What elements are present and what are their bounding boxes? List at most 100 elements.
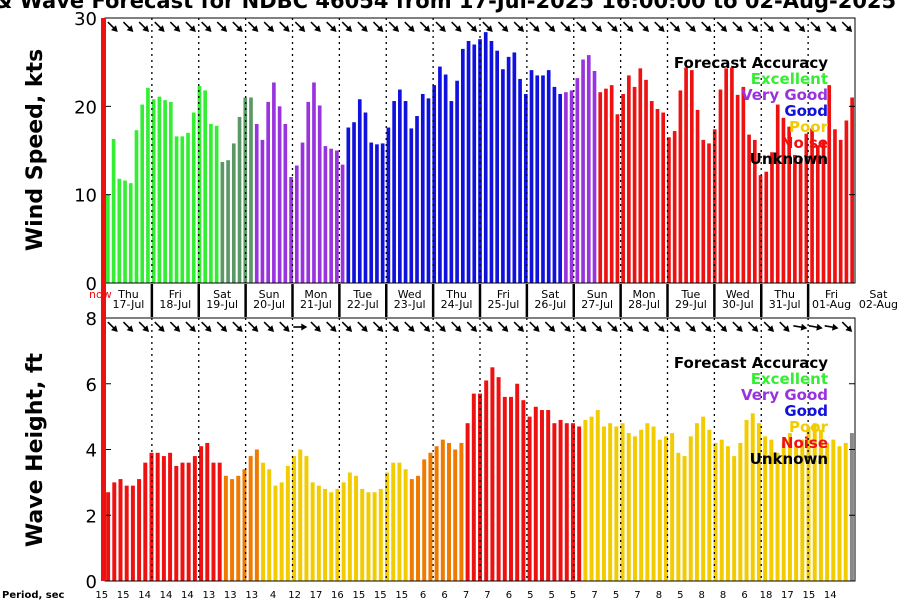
wind-bar <box>323 146 328 283</box>
wave-direction-arrow <box>466 321 478 332</box>
wind-bar <box>197 86 202 284</box>
arrow-head <box>251 325 259 332</box>
wave-bar <box>484 380 489 581</box>
wave-direction-arrow <box>138 321 150 332</box>
wave-bar <box>155 452 160 581</box>
wind-bar <box>844 120 849 283</box>
wave-bar <box>589 416 594 582</box>
day-name-label: Mon <box>632 288 655 301</box>
arrow-head <box>829 25 837 32</box>
arrow-head <box>831 323 839 331</box>
wave-bar <box>205 442 210 581</box>
wind-direction-arrow <box>701 21 712 32</box>
wave-bar <box>347 472 352 581</box>
wave-bar <box>360 488 365 581</box>
arrow-head <box>439 25 446 32</box>
wave-y-tick-label: 0 <box>86 572 97 593</box>
wind-bar <box>294 165 299 283</box>
day-date-label: 17-Jul <box>113 298 145 311</box>
wave-bar <box>217 462 222 581</box>
arrow-head <box>720 325 728 332</box>
arrow-head <box>767 325 775 332</box>
wave-direction-arrows <box>107 321 853 332</box>
arrow-head <box>439 325 446 332</box>
arrow-head <box>204 25 212 32</box>
wave-bar <box>496 377 501 581</box>
wind-direction-arrow <box>779 21 790 32</box>
period-value: 17 <box>781 590 794 600</box>
wave-direction-arrow <box>154 321 165 332</box>
wind-direction-arrow <box>747 21 759 32</box>
arrow-head <box>454 25 462 32</box>
wave-direction-arrow <box>701 321 712 332</box>
wave-bar <box>564 423 569 581</box>
wave-direction-arrow <box>247 321 259 332</box>
wave-panel: 0 2 4 6 8 Wave Height, ft Forecast AccuracyE… <box>23 309 856 593</box>
period-value: 6 <box>420 590 426 600</box>
arrow-head <box>814 25 821 32</box>
arrow-head <box>532 325 540 332</box>
period-value: 7 <box>463 590 469 600</box>
wave-bar <box>143 462 148 581</box>
wind-bar <box>375 144 379 283</box>
wind-direction-arrow <box>560 21 571 32</box>
wind-direction-arrow <box>841 21 853 32</box>
wave-bar <box>515 383 520 581</box>
wave-bar <box>601 426 606 581</box>
arrow-head <box>486 25 493 32</box>
wind-bar <box>564 92 568 283</box>
wind-bar <box>523 93 528 283</box>
wave-direction-arrow <box>622 321 634 332</box>
period-value: 14 <box>138 590 151 600</box>
wave-bar <box>465 423 470 581</box>
wave-bar <box>546 410 551 581</box>
wave-bar <box>732 456 737 581</box>
wave-bar <box>812 423 817 581</box>
arrow-head <box>423 325 431 332</box>
period-row: Period, sec 15 15 14 14 14 13 13 13 4 12 17 16 15 15 1… <box>2 590 837 600</box>
arrow-head <box>548 25 556 32</box>
wave-bar <box>397 462 402 581</box>
arrow-head <box>782 325 790 332</box>
wind-bar <box>793 154 797 283</box>
wave-bar <box>763 436 768 581</box>
wind-y-ticks: 0 10 20 30 <box>74 9 855 295</box>
period-value: 14 <box>824 590 837 600</box>
day-name-label: Sun <box>587 288 608 301</box>
period-value: 13 <box>224 590 237 600</box>
wind-bar <box>621 93 625 283</box>
arrow-head <box>173 325 181 332</box>
wave-direction-arrow <box>482 321 493 332</box>
wind-bar <box>403 101 408 283</box>
wave-bar <box>645 423 650 581</box>
arrow-head <box>142 325 150 332</box>
wave-bar <box>794 446 799 581</box>
wave-direction-arrow <box>419 321 431 332</box>
wind-bar <box>398 89 402 283</box>
wind-bar <box>478 39 482 284</box>
wind-direction-arrow <box>763 21 775 32</box>
wave-bar <box>236 475 241 581</box>
wind-bar <box>701 139 706 283</box>
wave-bar <box>372 492 377 581</box>
wind-direction-arrow <box>529 21 540 32</box>
arrow-head <box>251 25 259 32</box>
wind-bar <box>277 106 282 283</box>
wind-bar <box>850 97 854 283</box>
day-date-label: 26-Jul <box>534 298 566 311</box>
wave-direction-arrow <box>513 321 525 332</box>
wind-bar <box>781 117 786 283</box>
wave-bar <box>701 416 706 582</box>
wave-bar <box>725 446 730 581</box>
wave-bar <box>453 449 458 581</box>
wave-direction-arrow <box>529 321 540 332</box>
wave-bar <box>298 449 303 581</box>
wave-bar <box>242 469 247 581</box>
arrow-head <box>845 25 853 32</box>
wave-bar <box>738 442 743 581</box>
arrow-head <box>282 325 290 332</box>
wave-bar <box>744 419 749 581</box>
wave-bar <box>837 446 842 581</box>
wave-bar <box>651 426 656 581</box>
day-date-label: 23-Jul <box>394 298 426 311</box>
